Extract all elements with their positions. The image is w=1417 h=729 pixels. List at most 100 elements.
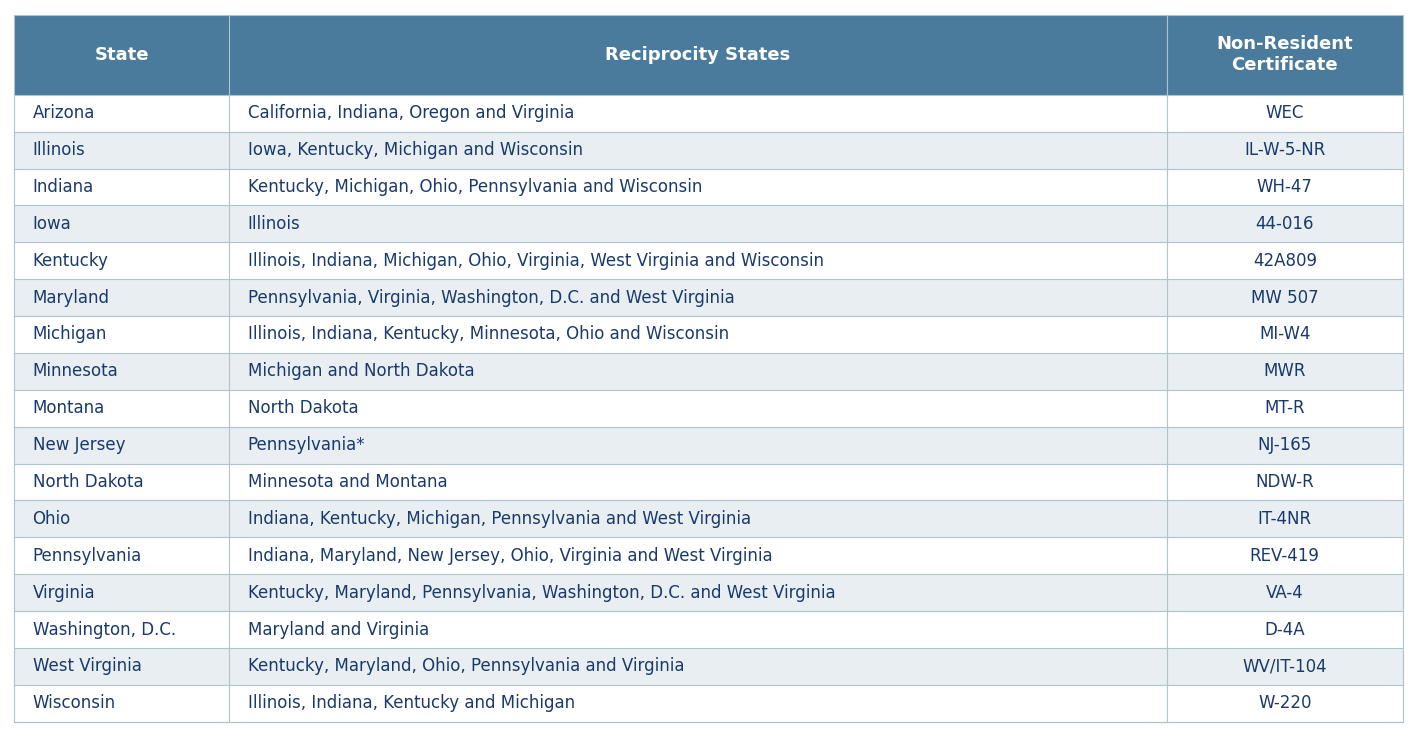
Text: D-4A: D-4A bbox=[1264, 620, 1305, 639]
Bar bbox=[1166, 15, 1403, 95]
Text: State: State bbox=[95, 46, 149, 63]
Bar bbox=[14, 242, 230, 279]
Text: WV/IT-104: WV/IT-104 bbox=[1243, 658, 1328, 675]
Bar bbox=[1166, 206, 1403, 242]
Text: MW 507: MW 507 bbox=[1251, 289, 1319, 307]
Text: 42A809: 42A809 bbox=[1253, 252, 1316, 270]
Bar bbox=[1166, 426, 1403, 464]
Bar bbox=[230, 353, 1166, 390]
Text: Wisconsin: Wisconsin bbox=[33, 694, 116, 712]
Text: Illinois: Illinois bbox=[33, 141, 85, 159]
Bar bbox=[230, 500, 1166, 537]
Text: Ohio: Ohio bbox=[33, 510, 71, 528]
Bar bbox=[1166, 168, 1403, 206]
Bar bbox=[1166, 648, 1403, 685]
Text: West Virginia: West Virginia bbox=[33, 658, 142, 675]
Text: Non-Resident
Certificate: Non-Resident Certificate bbox=[1216, 35, 1353, 74]
Text: WH-47: WH-47 bbox=[1257, 178, 1312, 196]
Text: Kentucky: Kentucky bbox=[33, 252, 109, 270]
Text: Kentucky, Maryland, Pennsylvania, Washington, D.C. and West Virginia: Kentucky, Maryland, Pennsylvania, Washin… bbox=[248, 584, 836, 601]
Bar bbox=[1166, 95, 1403, 132]
Bar bbox=[14, 206, 230, 242]
Bar bbox=[230, 168, 1166, 206]
Text: North Dakota: North Dakota bbox=[248, 399, 359, 417]
Text: Illinois, Indiana, Michigan, Ohio, Virginia, West Virginia and Wisconsin: Illinois, Indiana, Michigan, Ohio, Virgi… bbox=[248, 252, 823, 270]
Bar bbox=[1166, 464, 1403, 500]
Bar bbox=[1166, 132, 1403, 168]
Bar bbox=[1166, 685, 1403, 722]
Bar bbox=[14, 15, 230, 95]
Text: Michigan and North Dakota: Michigan and North Dakota bbox=[248, 362, 475, 381]
Text: VA-4: VA-4 bbox=[1265, 584, 1304, 601]
Bar bbox=[14, 279, 230, 316]
Bar bbox=[230, 611, 1166, 648]
Bar bbox=[14, 648, 230, 685]
Bar bbox=[14, 500, 230, 537]
Text: Montana: Montana bbox=[33, 399, 105, 417]
Bar bbox=[14, 464, 230, 500]
Bar bbox=[230, 537, 1166, 574]
Bar bbox=[1166, 353, 1403, 390]
Bar bbox=[14, 132, 230, 168]
Text: Iowa: Iowa bbox=[33, 215, 71, 233]
Bar bbox=[230, 426, 1166, 464]
Bar bbox=[230, 242, 1166, 279]
Bar bbox=[1166, 316, 1403, 353]
Bar bbox=[230, 316, 1166, 353]
Bar bbox=[14, 353, 230, 390]
Text: Minnesota: Minnesota bbox=[33, 362, 119, 381]
Text: Illinois, Indiana, Kentucky and Michigan: Illinois, Indiana, Kentucky and Michigan bbox=[248, 694, 575, 712]
Text: Illinois: Illinois bbox=[248, 215, 300, 233]
Text: Kentucky, Maryland, Ohio, Pennsylvania and Virginia: Kentucky, Maryland, Ohio, Pennsylvania a… bbox=[248, 658, 684, 675]
Bar bbox=[230, 464, 1166, 500]
Text: New Jersey: New Jersey bbox=[33, 436, 125, 454]
Bar bbox=[14, 574, 230, 611]
Text: MT-R: MT-R bbox=[1264, 399, 1305, 417]
Bar bbox=[1166, 242, 1403, 279]
Text: W-220: W-220 bbox=[1258, 694, 1312, 712]
Bar bbox=[230, 15, 1166, 95]
Bar bbox=[14, 316, 230, 353]
Bar bbox=[14, 426, 230, 464]
Bar bbox=[1166, 611, 1403, 648]
Text: Minnesota and Montana: Minnesota and Montana bbox=[248, 473, 448, 491]
Text: Virginia: Virginia bbox=[33, 584, 95, 601]
Text: MI-W4: MI-W4 bbox=[1260, 325, 1311, 343]
Text: IT-4NR: IT-4NR bbox=[1258, 510, 1312, 528]
Bar bbox=[14, 390, 230, 426]
Bar bbox=[1166, 537, 1403, 574]
Text: Arizona: Arizona bbox=[33, 104, 95, 122]
Text: Indiana, Kentucky, Michigan, Pennsylvania and West Virginia: Indiana, Kentucky, Michigan, Pennsylvani… bbox=[248, 510, 751, 528]
Text: North Dakota: North Dakota bbox=[33, 473, 143, 491]
Text: Illinois, Indiana, Kentucky, Minnesota, Ohio and Wisconsin: Illinois, Indiana, Kentucky, Minnesota, … bbox=[248, 325, 728, 343]
Bar bbox=[1166, 500, 1403, 537]
Bar bbox=[14, 685, 230, 722]
Bar bbox=[230, 390, 1166, 426]
Text: Michigan: Michigan bbox=[33, 325, 106, 343]
Text: Indiana, Maryland, New Jersey, Ohio, Virginia and West Virginia: Indiana, Maryland, New Jersey, Ohio, Vir… bbox=[248, 547, 772, 565]
Text: 44-016: 44-016 bbox=[1255, 215, 1314, 233]
Bar bbox=[14, 168, 230, 206]
Bar bbox=[230, 132, 1166, 168]
Text: Pennsylvania: Pennsylvania bbox=[33, 547, 142, 565]
Text: Maryland: Maryland bbox=[33, 289, 109, 307]
Text: IL-W-5-NR: IL-W-5-NR bbox=[1244, 141, 1325, 159]
Bar bbox=[14, 95, 230, 132]
Bar bbox=[1166, 279, 1403, 316]
Text: Pennsylvania*: Pennsylvania* bbox=[248, 436, 366, 454]
Bar bbox=[230, 648, 1166, 685]
Text: REV-419: REV-419 bbox=[1250, 547, 1319, 565]
Bar bbox=[230, 685, 1166, 722]
Bar bbox=[1166, 390, 1403, 426]
Bar bbox=[230, 95, 1166, 132]
Text: NDW-R: NDW-R bbox=[1255, 473, 1314, 491]
Text: Maryland and Virginia: Maryland and Virginia bbox=[248, 620, 429, 639]
Text: Reciprocity States: Reciprocity States bbox=[605, 46, 791, 63]
Text: California, Indiana, Oregon and Virginia: California, Indiana, Oregon and Virginia bbox=[248, 104, 574, 122]
Text: Pennsylvania, Virginia, Washington, D.C. and West Virginia: Pennsylvania, Virginia, Washington, D.C.… bbox=[248, 289, 734, 307]
Text: Indiana: Indiana bbox=[33, 178, 94, 196]
Bar bbox=[230, 206, 1166, 242]
Text: Iowa, Kentucky, Michigan and Wisconsin: Iowa, Kentucky, Michigan and Wisconsin bbox=[248, 141, 582, 159]
Text: NJ-165: NJ-165 bbox=[1258, 436, 1312, 454]
Bar bbox=[230, 574, 1166, 611]
